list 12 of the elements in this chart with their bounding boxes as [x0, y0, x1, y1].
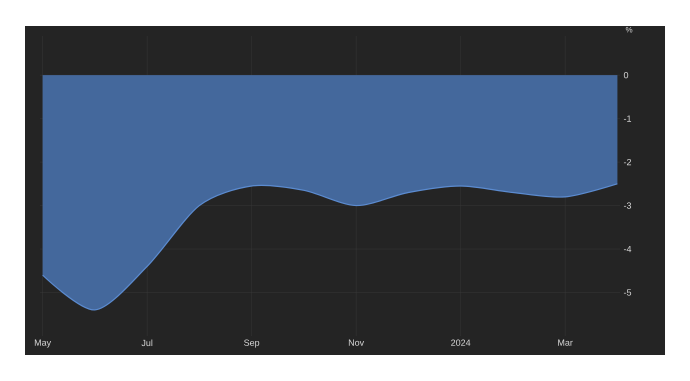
y-tick-label: 0 [624, 72, 628, 78]
y-tick-label: -5 [624, 289, 632, 296]
x-tick-label: Sep [244, 340, 260, 348]
x-tick-label: May [34, 340, 52, 348]
y-tick-label: -1 [624, 116, 632, 122]
x-tick-label: 2024 [451, 340, 470, 346]
x-tick-label: Jul [142, 340, 152, 346]
y-tick-label: -2 [624, 158, 632, 166]
y-tick-label: -4 [624, 246, 632, 252]
x-tick-label: Nov [348, 340, 364, 346]
x-tick-label: Mar [558, 340, 573, 346]
y-tick-label: -3 [624, 202, 632, 209]
